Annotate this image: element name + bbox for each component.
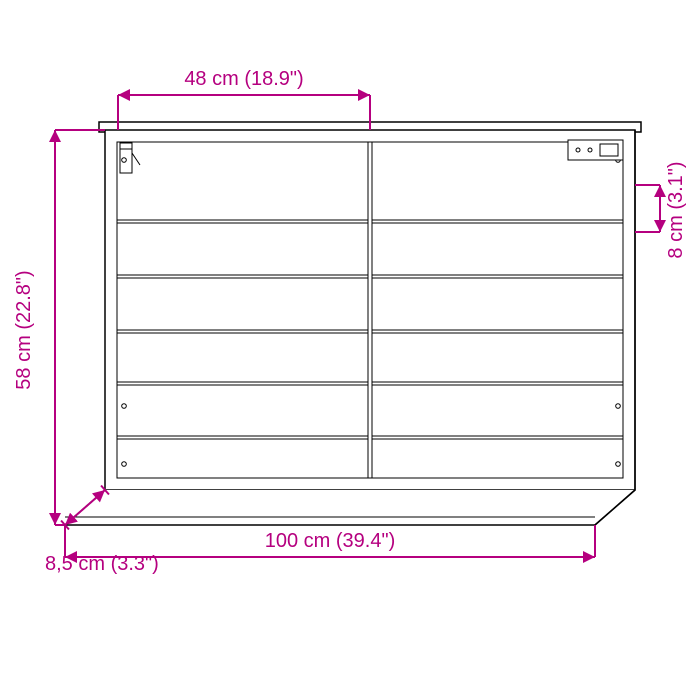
- dim-shelf-gap: 8 cm (3.1"): [665, 161, 687, 258]
- dimension-diagram: 48 cm (18.9") 58 cm (22.8") 100 cm (39.4")…: [0, 0, 700, 700]
- dim-bottom-width: 100 cm (39.4"): [265, 530, 396, 552]
- cabinet-body: [65, 122, 641, 525]
- dim-height: 58 cm (22.8"): [13, 270, 35, 389]
- dim-top-width: 48 cm (18.9"): [184, 68, 303, 90]
- dim-depth: 8,5 cm (3.3"): [45, 553, 159, 575]
